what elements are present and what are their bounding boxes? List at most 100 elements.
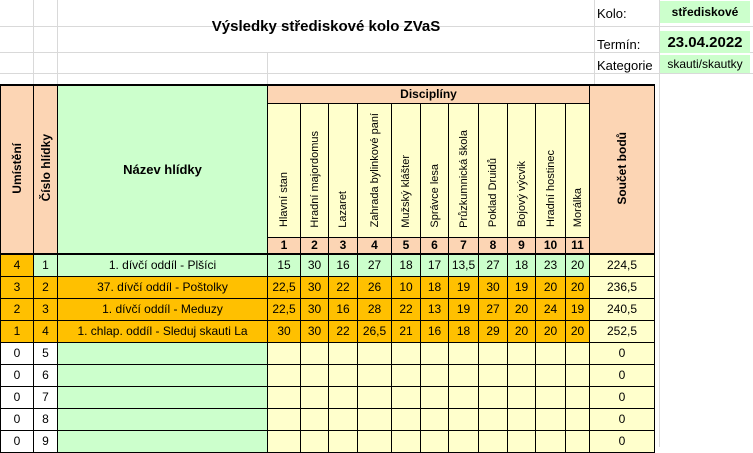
score-cell[interactable]: 30 [300, 319, 329, 343]
score-cell[interactable] [420, 363, 449, 387]
score-cell[interactable]: 20 [565, 253, 590, 277]
place-cell[interactable]: 3 [0, 275, 34, 299]
patrol-name-cell[interactable] [57, 363, 268, 387]
score-cell[interactable]: 18 [420, 275, 449, 299]
score-cell[interactable]: 30 [300, 297, 329, 321]
total-cell[interactable]: 0 [589, 407, 655, 431]
patrol-name-cell[interactable]: 1. chlap. oddíl - Sleduj skauti La [57, 319, 268, 343]
place-cell[interactable]: 1 [0, 319, 34, 343]
total-cell[interactable]: 236,5 [589, 275, 655, 299]
kategorie-value[interactable]: skauti/skautky [660, 55, 750, 73]
score-cell[interactable]: 16 [328, 253, 358, 277]
place-cell[interactable]: 0 [0, 407, 34, 431]
kolo-value[interactable]: střediskové [660, 1, 750, 23]
score-cell[interactable] [328, 341, 358, 365]
place-cell[interactable]: 4 [0, 253, 34, 277]
score-cell[interactable]: 17 [420, 253, 449, 277]
score-cell[interactable]: 27 [478, 297, 508, 321]
score-cell[interactable]: 19 [507, 275, 536, 299]
score-cell[interactable]: 16 [328, 297, 358, 321]
score-cell[interactable] [300, 429, 329, 453]
score-cell[interactable] [328, 363, 358, 387]
score-cell[interactable] [565, 363, 590, 387]
score-cell[interactable] [507, 341, 536, 365]
score-cell[interactable] [565, 341, 590, 365]
score-cell[interactable] [357, 385, 392, 409]
score-cell[interactable] [391, 385, 421, 409]
score-cell[interactable]: 20 [535, 319, 566, 343]
score-cell[interactable]: 26,5 [357, 319, 392, 343]
score-cell[interactable] [267, 341, 301, 365]
score-cell[interactable] [535, 407, 566, 431]
score-cell[interactable] [507, 385, 536, 409]
score-cell[interactable]: 22 [391, 297, 421, 321]
patrol-name-cell[interactable]: 1. dívčí oddíl - Meduzy [57, 297, 268, 321]
score-cell[interactable] [448, 429, 479, 453]
patrol-number-cell[interactable]: 5 [33, 341, 58, 365]
total-cell[interactable]: 252,5 [589, 319, 655, 343]
score-cell[interactable] [535, 429, 566, 453]
score-cell[interactable]: 27 [357, 253, 392, 277]
patrol-number-cell[interactable]: 1 [33, 253, 58, 277]
score-cell[interactable]: 23 [535, 253, 566, 277]
score-cell[interactable] [391, 341, 421, 365]
score-cell[interactable]: 30 [300, 253, 329, 277]
score-cell[interactable]: 26 [357, 275, 392, 299]
score-cell[interactable] [478, 407, 508, 431]
score-cell[interactable]: 27 [478, 253, 508, 277]
score-cell[interactable] [478, 429, 508, 453]
score-cell[interactable] [478, 363, 508, 387]
score-cell[interactable] [478, 341, 508, 365]
score-cell[interactable] [300, 341, 329, 365]
total-cell[interactable]: 224,5 [589, 253, 655, 277]
patrol-number-cell[interactable]: 4 [33, 319, 58, 343]
place-cell[interactable]: 2 [0, 297, 34, 321]
score-cell[interactable] [328, 429, 358, 453]
score-cell[interactable]: 13 [420, 297, 449, 321]
score-cell[interactable] [507, 363, 536, 387]
score-cell[interactable] [448, 407, 479, 431]
score-cell[interactable]: 20 [565, 275, 590, 299]
patrol-name-cell[interactable] [57, 385, 268, 409]
score-cell[interactable] [535, 341, 566, 365]
score-cell[interactable] [535, 363, 566, 387]
score-cell[interactable] [300, 363, 329, 387]
score-cell[interactable]: 30 [300, 275, 329, 299]
score-cell[interactable] [535, 385, 566, 409]
score-cell[interactable]: 29 [478, 319, 508, 343]
place-cell[interactable]: 0 [0, 429, 34, 453]
termin-value[interactable]: 23.04.2022 [660, 31, 750, 53]
score-cell[interactable]: 19 [448, 275, 479, 299]
place-cell[interactable]: 0 [0, 363, 34, 387]
total-cell[interactable]: 240,5 [589, 297, 655, 321]
score-cell[interactable] [478, 385, 508, 409]
score-cell[interactable]: 10 [391, 275, 421, 299]
patrol-number-cell[interactable]: 7 [33, 385, 58, 409]
score-cell[interactable]: 22,5 [267, 297, 301, 321]
score-cell[interactable] [267, 407, 301, 431]
score-cell[interactable] [357, 429, 392, 453]
patrol-number-cell[interactable]: 9 [33, 429, 58, 453]
score-cell[interactable] [300, 385, 329, 409]
score-cell[interactable]: 24 [535, 297, 566, 321]
score-cell[interactable]: 20 [535, 275, 566, 299]
place-cell[interactable]: 0 [0, 341, 34, 365]
score-cell[interactable] [420, 341, 449, 365]
patrol-number-cell[interactable]: 8 [33, 407, 58, 431]
patrol-name-cell[interactable]: 37. dívčí oddíl - Poštolky [57, 275, 268, 299]
score-cell[interactable]: 21 [391, 319, 421, 343]
score-cell[interactable]: 22 [328, 275, 358, 299]
score-cell[interactable] [420, 407, 449, 431]
patrol-number-cell[interactable]: 6 [33, 363, 58, 387]
score-cell[interactable]: 22 [328, 319, 358, 343]
score-cell[interactable]: 20 [565, 319, 590, 343]
score-cell[interactable] [448, 341, 479, 365]
score-cell[interactable]: 20 [507, 297, 536, 321]
score-cell[interactable]: 22,5 [267, 275, 301, 299]
score-cell[interactable] [420, 385, 449, 409]
score-cell[interactable] [300, 407, 329, 431]
score-cell[interactable] [328, 407, 358, 431]
score-cell[interactable]: 16 [420, 319, 449, 343]
score-cell[interactable]: 15 [267, 253, 301, 277]
score-cell[interactable] [420, 429, 449, 453]
